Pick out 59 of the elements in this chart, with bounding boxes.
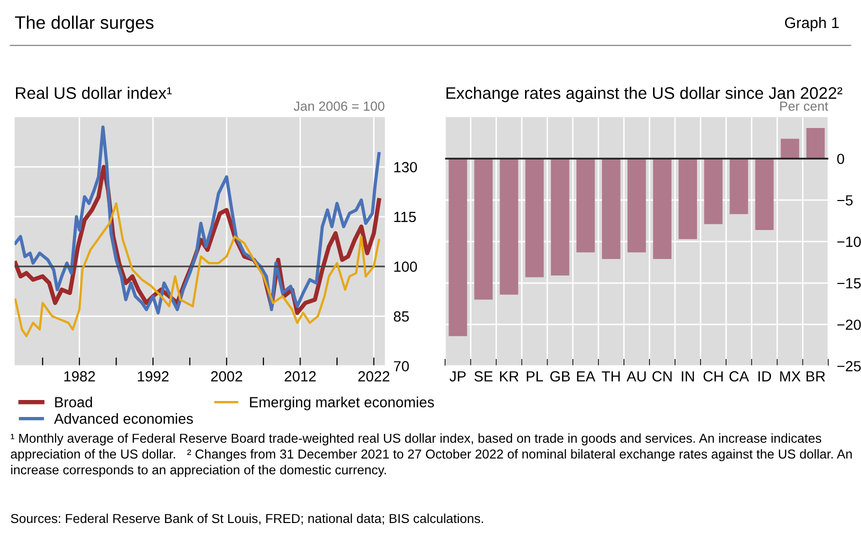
x-tick-label: AU (626, 371, 646, 382)
bar (755, 158, 774, 230)
x-tick-label: KR (500, 371, 518, 382)
y-tick-label: −10 (837, 236, 861, 247)
x-tick-label: EA (577, 371, 596, 382)
y-tick-label: 100 (394, 262, 417, 272)
x-tick-label: TH (602, 371, 620, 382)
y-axis-title: Jan 2006 = 100 (294, 101, 384, 111)
chart-title: Real US dollar index¹ (16, 86, 172, 99)
caption: Graph 1 (785, 16, 839, 32)
text: The dollar surges (15, 16, 154, 32)
bar (730, 158, 748, 214)
x-tick-label: BR (806, 371, 825, 382)
y-tick-label: 85 (394, 311, 409, 322)
bar (576, 158, 595, 252)
bar (448, 158, 468, 336)
bar (806, 128, 825, 159)
line-series (14, 126, 381, 314)
x-tick-label: MX (780, 371, 801, 382)
x-tick-label: 2002 (211, 371, 242, 382)
x-tick-label: CN (652, 371, 672, 382)
y-tick-label: −15 (837, 278, 861, 288)
x-tick-label: CH (704, 371, 723, 382)
x-tick-label: JP (450, 371, 466, 382)
y-tick-label: −20 (837, 320, 861, 330)
x-tick-label: 2022 (358, 371, 390, 382)
x-tick-label: 2012 (284, 371, 316, 382)
legend-label: Broad (55, 396, 92, 408)
x-tick-label: ID (758, 371, 772, 382)
bar (550, 158, 570, 276)
line-series (14, 202, 380, 338)
legend-label: Advanced economies (54, 413, 193, 424)
y-tick-label: 70 (394, 361, 409, 372)
bar (500, 158, 518, 295)
bar (653, 158, 672, 259)
y-tick-label: 115 (394, 212, 416, 222)
y-tick-label: −25 (837, 361, 861, 372)
x-tick-label: GB (550, 371, 570, 382)
y-tick-label: −5 (837, 195, 853, 206)
y-tick-label: 130 (394, 162, 417, 172)
legend-label: Emerging market economies (250, 396, 434, 410)
bar (678, 158, 697, 240)
x-tick-label: PL (526, 371, 543, 382)
bar (602, 158, 620, 259)
bar (525, 158, 544, 278)
bar (474, 158, 493, 300)
chart-title: Exchange rates against the US dollar since Jan 2022² (446, 86, 842, 102)
text: ¹ Monthly average of Federal Reserve Board trade-weighted real US dollar index, based on trade in goods and services. An increase indicates appreciation of the US dollar. ² Changes from 31 December 2021 to 27 October 2022 of nominal bilateral exchange rates against the US dollar. An increase corresponds to an appreciation of the domestic currency. (10, 433, 852, 477)
x-tick-label: 1982 (64, 371, 95, 382)
x-tick-label: 1992 (138, 371, 169, 382)
x-tick-label: CA (729, 371, 749, 382)
y-tick-label: 0 (837, 154, 844, 164)
bar (628, 158, 646, 252)
source-note: Sources: Federal Reserve Bank of St Louis, FRED; national data; BIS calculations. (10, 514, 483, 525)
bar (780, 138, 800, 159)
x-tick-label: IN (682, 371, 694, 382)
x-tick-label: SE (474, 371, 493, 382)
bar (704, 158, 723, 224)
y-axis-title: Per cent (780, 102, 828, 111)
